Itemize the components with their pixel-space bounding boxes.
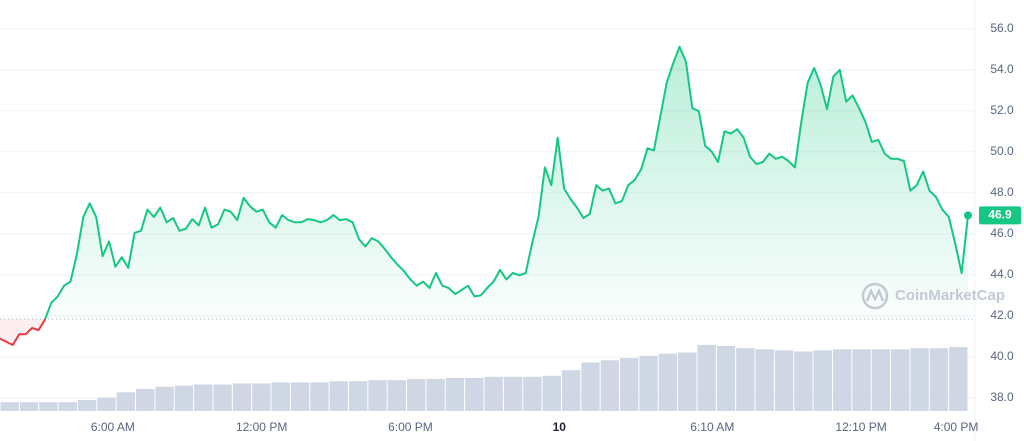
y-tick-label: 50.0 [990,144,1014,158]
volume-bar [213,384,232,411]
price-tag [979,206,1021,225]
volume-bar [891,349,910,411]
volume-bar [774,350,794,411]
volume-bar [736,348,755,411]
volume-bar [155,386,174,411]
y-tick-label: 54.0 [990,62,1014,76]
volume-bar [329,381,348,411]
volume-bar [620,358,639,411]
y-tick-label: 46.0 [990,226,1014,240]
x-tick-label: 4:00 PM [934,420,979,434]
volume-bar [19,402,39,411]
y-tick-label: 42.0 [990,308,1014,322]
volume-bar [697,344,716,411]
x-tick-label: 6:10 AM [690,420,734,434]
y-tick-label: 48.0 [990,185,1014,199]
volume-bar [503,376,523,411]
volume-bar [194,384,213,411]
x-tick-label: 12:10 PM [835,420,886,434]
watermark-logo [861,282,889,310]
x-tick-label: 6:00 PM [388,420,433,434]
volume-bar [949,347,968,411]
volume-bar [871,349,891,411]
volume-bar [77,399,97,411]
volume-bar [39,402,58,411]
volume-bar [542,375,561,411]
volume-bar [136,388,155,411]
y-tick-label: 56.0 [990,21,1014,35]
volume-bar [290,382,310,411]
y-tick-label: 38.0 [990,390,1014,404]
volume-bar [910,348,929,411]
y-tick-label: 44.0 [990,267,1014,281]
volume-bar [252,383,271,411]
volume-bar [0,402,19,411]
volume-bar [716,345,736,411]
price-line [0,45,969,346]
y-tick-label: 52.0 [990,103,1014,117]
price-area [0,46,968,346]
volume-bar [368,380,387,411]
volume-bar [232,383,252,411]
volume-bar [407,379,426,411]
volume-bar [581,362,600,411]
volume-bar [755,349,774,411]
volume-bar [58,402,77,411]
watermark: CoinMarketCap [895,287,1005,304]
volume-bar [639,355,658,411]
volume-bar [929,348,949,411]
volume-bar [523,376,542,411]
volume-bar [387,380,407,411]
volume-bar [348,381,368,411]
volume-bar [794,351,813,411]
x-tick-label: 10 [553,420,567,434]
volume-bar [678,352,697,411]
x-tick-label: 12:00 PM [236,420,287,434]
volume-bar [445,377,465,411]
volume-bar [310,382,329,411]
volume-bar [832,349,852,411]
volume-bar [97,397,116,411]
volume-bar [852,349,871,411]
volume-bar [813,350,832,411]
volume-bar [116,392,136,411]
volume-bar [271,382,290,411]
volume-bar [426,379,445,411]
volume-bar [484,376,503,411]
price-tag-label: 46.9 [988,208,1012,222]
x-tick-label: 6:00 AM [91,420,135,434]
volume-bar [174,385,194,411]
y-tick-label: 40.0 [990,349,1014,363]
volume-bar [561,370,581,411]
volume-bar [600,360,620,411]
last-point [964,211,972,220]
volume-bar [465,377,484,411]
volume-bar [658,353,678,411]
